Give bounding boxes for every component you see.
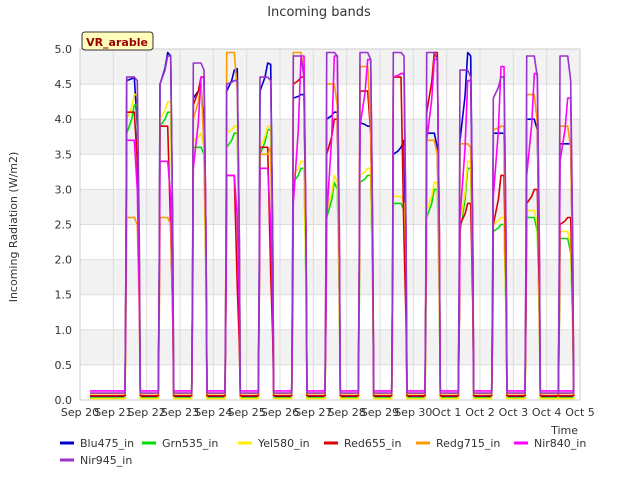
x-tick-label: Oct 4 bbox=[532, 406, 562, 419]
x-tick-label: Sep 20 bbox=[61, 406, 99, 419]
site-badge-label: VR_arable bbox=[86, 36, 148, 49]
y-tick-label: 2.0 bbox=[55, 254, 73, 267]
legend: Blu475_in Grn535_in Yel580_in Red655_in Redg… bbox=[60, 437, 586, 467]
plot-band bbox=[80, 49, 580, 85]
y-axis-label: Incoming Radiation (W/m2) bbox=[7, 152, 20, 303]
x-axis-label: Time bbox=[550, 424, 578, 437]
y-tick-labels: 0.0 0.5 1.0 1.5 2.0 2.5 3.0 3.5 4.0 4.5 5.0 bbox=[55, 43, 73, 407]
y-tick-label: 1.0 bbox=[55, 324, 73, 337]
x-tick-label: Oct 1 bbox=[432, 406, 462, 419]
x-tick-label: Sep 22 bbox=[128, 406, 166, 419]
legend-item-label: Grn535_in bbox=[162, 437, 218, 450]
x-tick-label: Sep 29 bbox=[361, 406, 399, 419]
y-tick-label: 3.5 bbox=[55, 148, 73, 161]
plot-band bbox=[80, 259, 580, 295]
y-tick-label: 5.0 bbox=[55, 43, 73, 56]
legend-item-label: Nir840_in bbox=[534, 437, 586, 450]
y-tick-label: 4.5 bbox=[55, 78, 73, 91]
x-tick-label: Sep 25 bbox=[228, 406, 266, 419]
x-tick-label: Oct 5 bbox=[565, 406, 595, 419]
y-tick-label: 3.0 bbox=[55, 183, 73, 196]
legend-item-label: Yel580_in bbox=[257, 437, 310, 450]
x-tick-label: Sep 21 bbox=[94, 406, 132, 419]
x-tick-label: Oct 3 bbox=[499, 406, 529, 419]
chart-title: Incoming bands bbox=[267, 5, 371, 20]
x-tick-label: Sep 28 bbox=[328, 406, 366, 419]
y-tick-label: 1.5 bbox=[55, 289, 73, 302]
x-tick-label: Sep 24 bbox=[194, 406, 232, 419]
series-lines bbox=[90, 51, 575, 400]
x-tick-label: Oct 2 bbox=[465, 406, 495, 419]
y-tick-label: 0.0 bbox=[55, 394, 73, 407]
y-tick-label: 4.0 bbox=[55, 113, 73, 126]
plot-frame bbox=[79, 48, 581, 401]
site-badge-box bbox=[81, 31, 154, 51]
x-tick-label: Sep 23 bbox=[161, 406, 199, 419]
x-tick-label: Sep 30 bbox=[394, 406, 432, 419]
y-tick-label: 2.5 bbox=[55, 219, 73, 232]
x-tick-label: Sep 27 bbox=[294, 406, 332, 419]
y-tick-label: 0.5 bbox=[55, 359, 73, 372]
legend-item-label: Red655_in bbox=[344, 437, 401, 450]
plot-band bbox=[80, 329, 580, 365]
series-line bbox=[90, 51, 575, 394]
legend-item-label: Redg715_in bbox=[436, 437, 500, 450]
x-tick-label: Sep 26 bbox=[261, 406, 299, 419]
legend-item-label: Blu475_in bbox=[80, 437, 134, 450]
site-badge: VR_arable bbox=[81, 31, 154, 51]
legend-item-label: Nir945_in bbox=[80, 454, 132, 467]
